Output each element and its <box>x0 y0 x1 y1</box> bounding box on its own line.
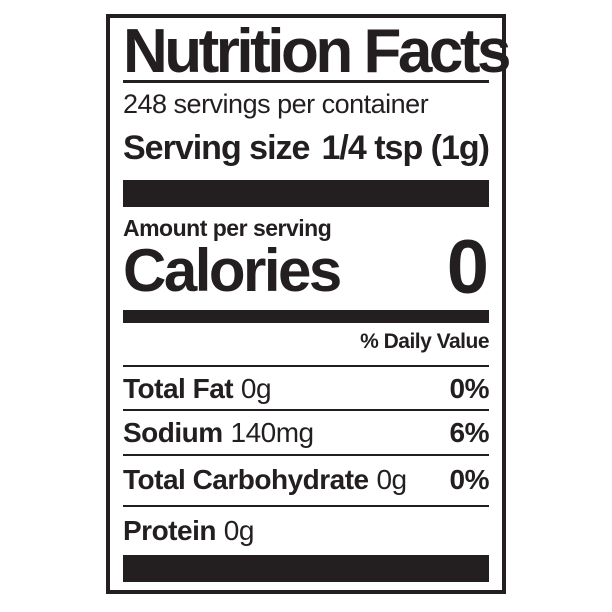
nutrient-row-protein: Protein 0g <box>123 505 489 555</box>
serving-size-value: 1/4 tsp (1g) <box>321 129 490 167</box>
nutrient-name-amount: Sodium 140mg <box>123 419 314 447</box>
nutrient-rows: Total Fat 0g 0% Sodium 140mg 6% Total Carb… <box>123 365 490 555</box>
nutrient-row-total-fat: Total Fat 0g 0% <box>123 365 490 409</box>
calories-row: Calories 0 <box>123 225 489 311</box>
nutrition-facts-label: Nutrition Facts 248 servings per contain… <box>106 14 511 594</box>
servings-per-container: 248 servings per container <box>123 89 429 119</box>
nutrient-amount: 140mg <box>230 417 315 448</box>
nutrient-name: Total Fat <box>123 373 234 404</box>
nutrient-daily-value: 0% <box>449 464 490 495</box>
label-title: Nutrition Facts <box>123 16 511 86</box>
nutrient-amount: 0g <box>376 464 407 495</box>
nutrient-name-amount: Protein 0g <box>123 517 254 545</box>
nutrient-name-amount: Total Fat 0g <box>123 373 272 404</box>
nutrient-name: Protein <box>123 515 216 546</box>
nutrient-amount: 0g <box>240 373 272 404</box>
label-title-section: Nutrition Facts <box>123 20 511 83</box>
divider-bar-medium <box>123 310 489 323</box>
nutrient-row-sodium: Sodium 140mg 6% <box>123 409 490 454</box>
serving-size-row: Serving size 1/4 tsp (1g) <box>123 129 490 167</box>
nutrient-row-total-carbohydrate: Total Carbohydrate 0g 0% <box>123 454 490 505</box>
nutrient-amount: 0g <box>223 515 255 546</box>
nutrient-name: Sodium <box>123 417 223 448</box>
calories-value: 0 <box>446 225 489 311</box>
nutrient-name-amount: Total Carbohydrate 0g <box>123 466 407 494</box>
daily-value-header: % Daily Value <box>360 330 489 353</box>
divider-bar-thick-bottom <box>123 555 489 582</box>
nutrient-daily-value: 0% <box>449 373 490 404</box>
nutrient-name: Total Carbohydrate <box>123 464 369 495</box>
nutrient-daily-value: 6% <box>449 417 490 448</box>
divider-bar-thick-top <box>123 180 489 207</box>
amount-per-serving-label: Amount per serving <box>123 215 332 241</box>
serving-size-label: Serving size <box>123 129 310 167</box>
calories-label: Calories <box>123 237 342 305</box>
